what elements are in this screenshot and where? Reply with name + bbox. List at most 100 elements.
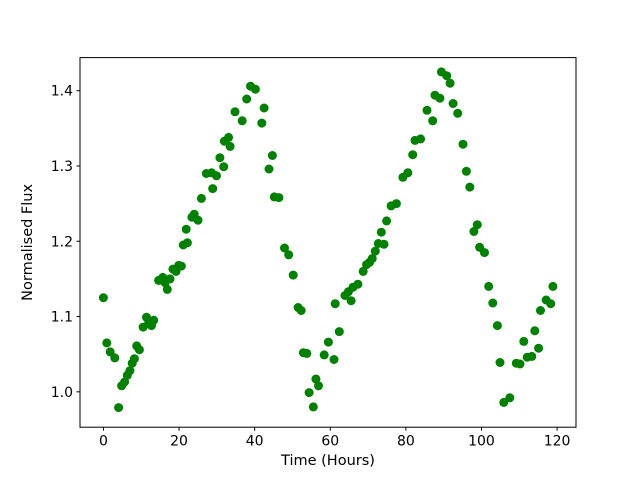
data-point	[519, 336, 529, 346]
data-point	[534, 343, 544, 353]
plot-area	[80, 57, 576, 428]
data-point	[465, 182, 475, 192]
data-point	[323, 337, 333, 347]
y-tick-label: 1.3	[51, 159, 73, 175]
data-point	[250, 84, 260, 94]
data-point	[382, 216, 392, 226]
ticks-layer: 0 20 40 60 80 100 120 1.0 1.1 1.2 1.3 1.4	[51, 84, 571, 450]
data-point	[472, 220, 482, 230]
data-point	[379, 239, 389, 249]
x-tick-label: 20	[170, 434, 188, 450]
data-point	[346, 296, 356, 306]
data-point	[403, 168, 413, 178]
data-point	[461, 166, 471, 176]
data-point	[334, 327, 344, 337]
points-layer	[98, 67, 558, 413]
data-point	[330, 299, 340, 309]
data-point	[505, 393, 515, 403]
data-point	[165, 274, 175, 284]
data-point	[230, 107, 240, 117]
data-point	[237, 116, 247, 126]
data-point	[422, 105, 432, 115]
data-point	[242, 94, 252, 104]
data-point	[548, 281, 558, 291]
data-point	[435, 93, 445, 103]
data-point	[102, 338, 112, 348]
data-point	[308, 402, 318, 412]
data-point	[488, 298, 498, 308]
data-point	[319, 350, 329, 360]
data-point	[219, 162, 229, 172]
data-point	[458, 139, 468, 149]
data-point	[302, 348, 312, 358]
data-point	[428, 116, 438, 126]
data-point	[259, 103, 269, 113]
data-point	[408, 150, 418, 160]
y-tick-label: 1.4	[51, 84, 73, 100]
y-tick-label: 1.2	[51, 234, 73, 250]
data-point	[536, 306, 545, 315]
data-point	[353, 279, 363, 289]
data-point	[453, 108, 463, 118]
data-point	[196, 193, 206, 203]
x-tick-label: 80	[397, 434, 415, 450]
data-point	[358, 266, 368, 276]
data-point	[495, 358, 505, 367]
data-point	[193, 215, 203, 225]
data-point	[225, 141, 235, 151]
data-point	[125, 366, 135, 376]
data-point	[129, 354, 139, 364]
data-point	[530, 326, 540, 336]
x-axis-label: Time (Hours)	[280, 453, 375, 469]
data-point	[274, 193, 284, 203]
data-point	[314, 381, 323, 391]
x-tick-label: 60	[321, 434, 339, 450]
data-point	[162, 284, 172, 294]
x-tick-label: 120	[544, 434, 571, 450]
data-point	[376, 227, 386, 237]
data-point	[215, 153, 225, 163]
data-point	[329, 355, 339, 364]
data-point	[280, 243, 289, 253]
data-point	[267, 151, 277, 160]
data-point	[445, 78, 455, 88]
x-tick-label: 0	[99, 434, 108, 450]
data-point	[212, 171, 221, 181]
data-point	[546, 299, 556, 309]
data-point	[480, 248, 489, 258]
data-point	[448, 99, 458, 108]
data-point	[367, 254, 377, 264]
data-point	[284, 250, 294, 260]
data-point	[416, 134, 426, 144]
data-point	[181, 224, 191, 234]
data-point	[288, 270, 298, 280]
data-point	[264, 164, 274, 174]
data-point	[469, 227, 479, 236]
data-point	[176, 261, 186, 271]
data-point	[208, 184, 218, 194]
data-point	[492, 321, 502, 331]
y-tick-label: 1.1	[51, 310, 73, 326]
data-point	[114, 403, 124, 413]
data-point	[484, 281, 494, 291]
data-point	[134, 345, 144, 355]
data-point	[304, 388, 314, 398]
data-point	[311, 374, 321, 384]
x-tick-label: 40	[246, 434, 264, 450]
data-point	[110, 353, 120, 363]
data-point	[149, 315, 159, 325]
data-point	[224, 132, 234, 142]
x-tick-label: 100	[468, 434, 495, 450]
data-point	[515, 359, 525, 369]
data-point	[257, 118, 267, 128]
axes-spines	[79, 57, 577, 428]
data-point	[442, 71, 452, 81]
data-point	[391, 199, 401, 209]
data-point	[527, 351, 537, 361]
data-point	[98, 293, 108, 303]
data-point	[296, 306, 306, 315]
y-tick-label: 1.0	[51, 385, 73, 401]
data-point	[182, 238, 192, 248]
